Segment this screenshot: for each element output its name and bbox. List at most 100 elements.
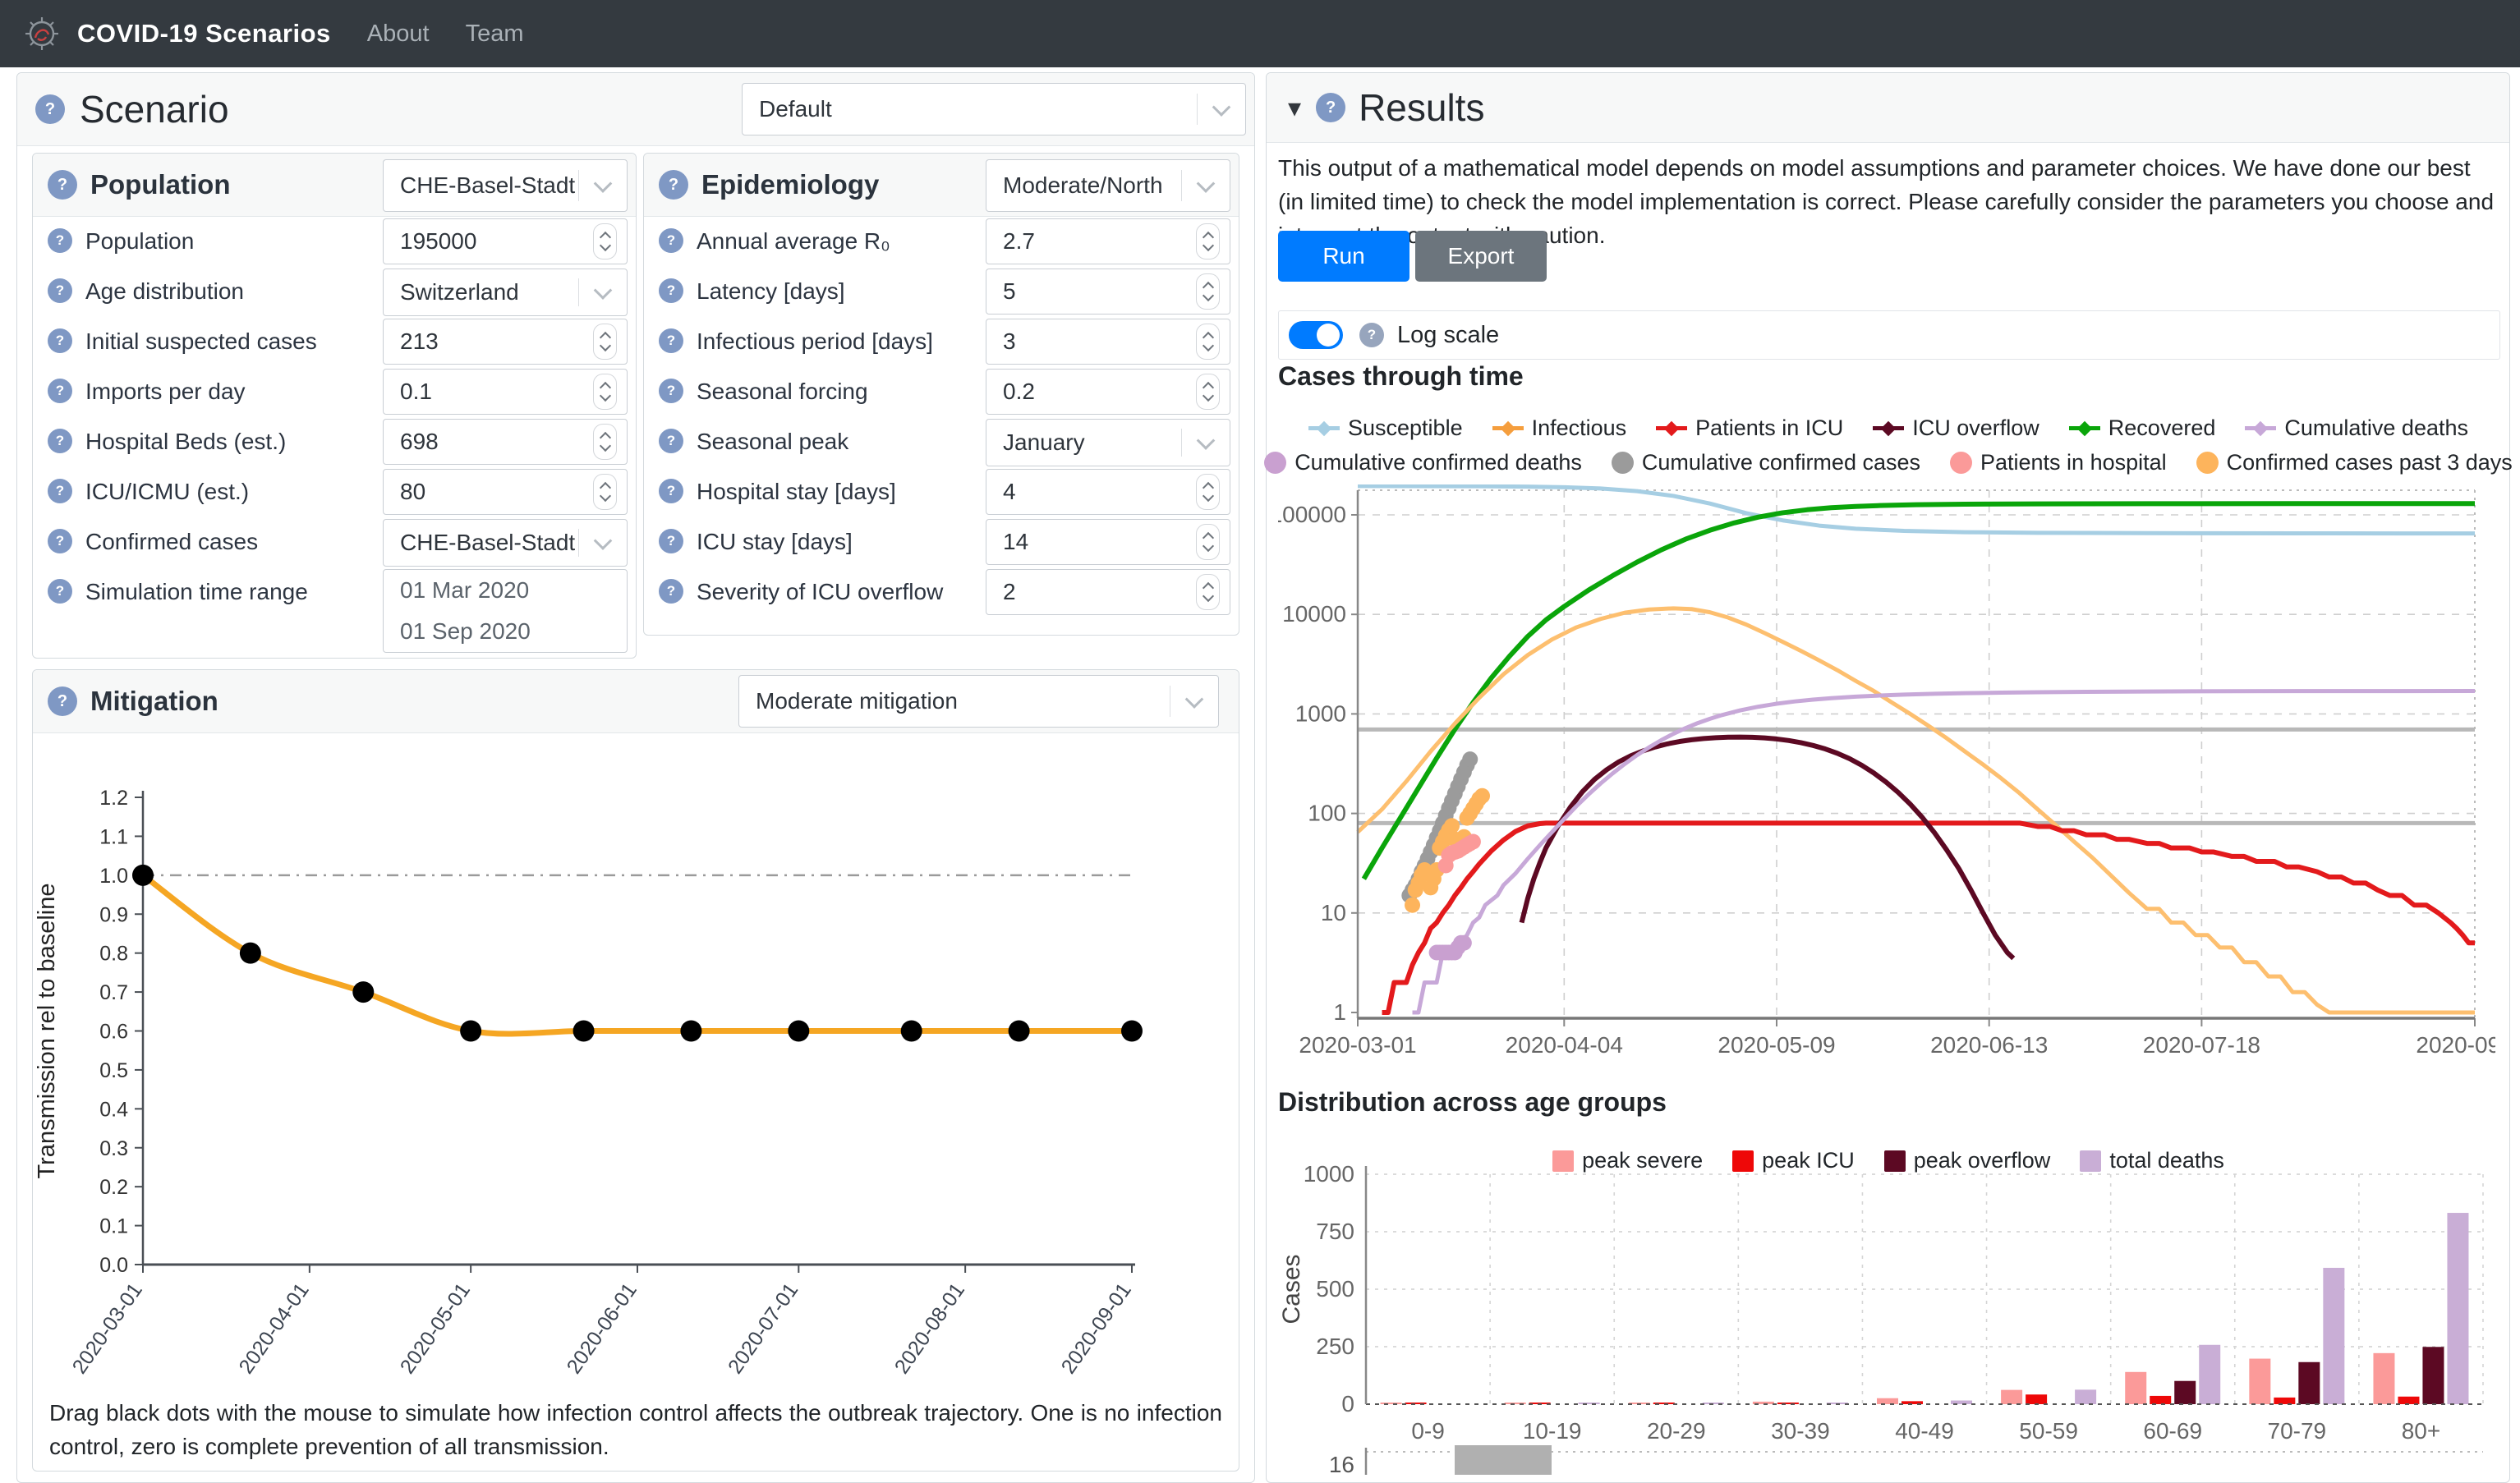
help-icon[interactable]: ? — [48, 479, 72, 503]
help-icon[interactable]: ? — [48, 429, 72, 453]
legend-item[interactable]: Confirmed cases past 3 days — [2196, 450, 2513, 475]
age-distribution-select[interactable]: Switzerland — [383, 269, 628, 316]
cases-chart[interactable]: 1101001000100001000002020-03-012020-04-0… — [1278, 484, 2495, 1072]
epidemiology-preset-select[interactable]: Moderate/North — [986, 159, 1230, 212]
population-preset-select[interactable]: CHE-Basel-Stadt — [383, 159, 628, 212]
chevron-down-icon — [579, 269, 627, 315]
legend-item[interactable]: ICU overflow — [1873, 416, 2039, 441]
bar-total-deaths — [2447, 1213, 2468, 1404]
infectious-period-days-input[interactable]: 3 — [986, 319, 1230, 365]
number-stepper[interactable] — [1196, 223, 1220, 259]
legend-item[interactable]: Patients in hospital — [1950, 450, 2167, 475]
confirmed-cases-select[interactable]: CHE-Basel-Stadt — [383, 519, 628, 567]
nav-team[interactable]: Team — [466, 21, 524, 48]
number-stepper[interactable] — [593, 223, 617, 259]
annual-average-r-input[interactable]: 2.7 — [986, 218, 1230, 264]
help-icon[interactable]: ? — [48, 686, 77, 716]
population-input[interactable]: 195000 — [383, 218, 628, 264]
number-stepper[interactable] — [1196, 324, 1220, 360]
field-label: Hospital stay [days] — [697, 479, 896, 505]
nav-about[interactable]: About — [367, 21, 430, 48]
log-scale-toggle[interactable] — [1289, 321, 1343, 349]
legend-label: Susceptible — [1348, 416, 1463, 441]
range-start-date[interactable]: 01 Mar 2020 — [400, 577, 529, 604]
legend-item[interactable]: Susceptible — [1308, 416, 1463, 441]
range-end-date[interactable]: 01 Sep 2020 — [400, 618, 531, 645]
legend-item[interactable]: Cumulative confirmed cases — [1612, 450, 1920, 475]
mitigation-drag-dot[interactable] — [788, 1021, 809, 1042]
help-icon[interactable]: ? — [659, 328, 683, 353]
svg-text:100000: 100000 — [1278, 502, 1346, 527]
help-icon[interactable]: ? — [659, 429, 683, 453]
mitigation-drag-dot[interactable] — [132, 865, 154, 886]
export-button[interactable]: Export — [1415, 231, 1547, 282]
simulation-time-range-picker[interactable]: 01 Mar 2020 01 Sep 2020 — [383, 569, 628, 653]
help-icon[interactable]: ? — [48, 170, 77, 200]
help-icon[interactable]: ? — [659, 529, 683, 553]
legend-item[interactable]: Recovered — [2069, 416, 2216, 441]
imports-per-day-input[interactable]: 0.1 — [383, 369, 628, 415]
svg-text:70-79: 70-79 — [2268, 1418, 2327, 1444]
severity-of-icu-overflow-input[interactable]: 2 — [986, 569, 1230, 615]
icu-stay-days-input[interactable]: 14 — [986, 519, 1230, 565]
help-icon[interactable]: ? — [659, 379, 683, 403]
mitigation-drag-dot[interactable] — [240, 943, 261, 964]
help-icon[interactable]: ? — [48, 328, 72, 353]
legend-line-marker — [1656, 426, 1687, 430]
mitigation-chart[interactable]: 0.00.10.20.30.40.50.60.70.80.91.01.11.22… — [33, 739, 1232, 1388]
number-stepper[interactable] — [1196, 374, 1220, 410]
run-button[interactable]: Run — [1278, 231, 1409, 282]
mitigation-drag-dot[interactable] — [352, 981, 374, 1003]
mitigation-drag-dot[interactable] — [680, 1021, 701, 1042]
legend-item[interactable]: Patients in ICU — [1656, 416, 1843, 441]
latency-days-input[interactable]: 5 — [986, 269, 1230, 315]
svg-text:2020-06-13: 2020-06-13 — [1930, 1032, 2048, 1058]
field-label: Confirmed cases — [85, 529, 258, 555]
help-icon[interactable]: ? — [659, 278, 683, 303]
hospital-stay-days-input[interactable]: 4 — [986, 469, 1230, 515]
age-chart[interactable]: 025050075010000-910-1920-2930-3940-4950-… — [1278, 1150, 2495, 1445]
icu-icmu-est-input[interactable]: 80 — [383, 469, 628, 515]
mitigation-preset-select[interactable]: Moderate mitigation — [738, 675, 1219, 728]
mitigation-drag-dot[interactable] — [460, 1021, 481, 1042]
number-stepper[interactable] — [1196, 273, 1220, 310]
legend-item[interactable]: Cumulative deaths — [2245, 416, 2468, 441]
help-icon[interactable]: ? — [35, 94, 65, 124]
number-stepper[interactable] — [593, 424, 617, 460]
collapse-triangle-icon[interactable]: ▾ — [1288, 92, 1301, 123]
help-icon[interactable]: ? — [1316, 93, 1345, 122]
help-icon[interactable]: ? — [48, 228, 72, 253]
number-stepper[interactable] — [1196, 524, 1220, 560]
number-stepper[interactable] — [593, 474, 617, 510]
help-icon[interactable]: ? — [48, 379, 72, 403]
help-icon[interactable]: ? — [48, 579, 72, 604]
legend-item[interactable]: Cumulative confirmed deaths — [1264, 450, 1582, 475]
help-icon[interactable]: ? — [659, 228, 683, 253]
mitigation-note: Drag black dots with the mouse to simula… — [49, 1396, 1222, 1463]
legend-item[interactable]: Infectious — [1492, 416, 1627, 441]
help-icon[interactable]: ? — [659, 479, 683, 503]
help-icon[interactable]: ? — [1359, 323, 1384, 347]
number-stepper[interactable] — [593, 374, 617, 410]
help-icon[interactable]: ? — [659, 579, 683, 604]
seasonal-peak-select[interactable]: January — [986, 419, 1230, 466]
number-stepper[interactable] — [593, 324, 617, 360]
number-stepper[interactable] — [1196, 574, 1220, 610]
seasonal-forcing-input[interactable]: 0.2 — [986, 369, 1230, 415]
age-percentage-chart-partial[interactable]: 16 — [1278, 1441, 2495, 1475]
hospital-beds-est-input[interactable]: 698 — [383, 419, 628, 465]
scenario-preset-select[interactable]: Default — [742, 83, 1246, 135]
help-icon[interactable]: ? — [659, 170, 688, 200]
mitigation-drag-dot[interactable] — [901, 1021, 922, 1042]
mitigation-drag-dot[interactable] — [1009, 1021, 1030, 1042]
help-icon[interactable]: ? — [48, 529, 72, 553]
mitigation-drag-dot[interactable] — [1121, 1021, 1143, 1042]
scenario-preset-value: Default — [759, 96, 1197, 122]
help-icon[interactable]: ? — [48, 278, 72, 303]
number-stepper[interactable] — [1196, 474, 1220, 510]
svg-text:2020-07-18: 2020-07-18 — [2143, 1032, 2260, 1058]
initial-suspected-cases-input[interactable]: 213 — [383, 319, 628, 365]
mitigation-drag-dot[interactable] — [573, 1021, 595, 1042]
app-title[interactable]: COVID-19 Scenarios — [77, 19, 331, 48]
virus-logo-icon[interactable] — [23, 15, 61, 53]
